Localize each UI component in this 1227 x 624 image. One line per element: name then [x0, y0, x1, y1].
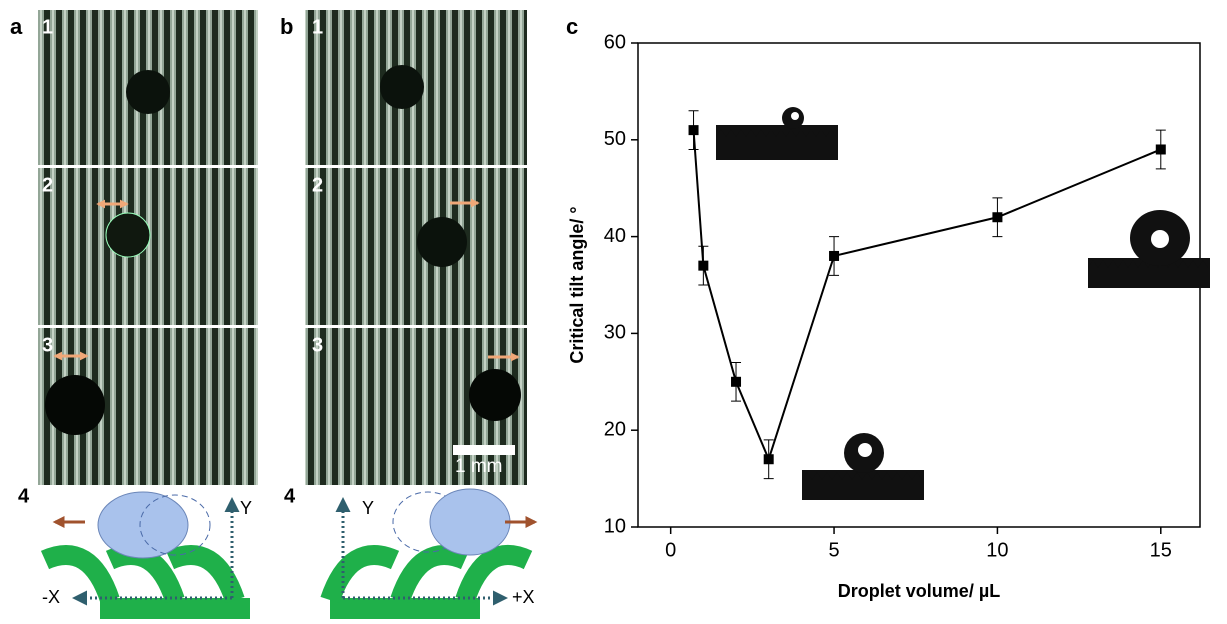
x-tick-label: 5: [828, 539, 839, 561]
data-line: [694, 130, 1161, 459]
data-point: [698, 261, 708, 271]
x-tick-label: 10: [986, 539, 1008, 561]
x-tick-label: 0: [665, 539, 676, 561]
data-point: [1156, 144, 1166, 154]
step-label: 3: [42, 334, 53, 356]
data-point: [829, 251, 839, 261]
axis-label: +X: [512, 587, 535, 607]
panel-label: b: [280, 14, 293, 39]
data-point: [764, 454, 774, 464]
axis-label: Y: [362, 498, 374, 518]
y-tick-label: 30: [604, 322, 626, 344]
diagram-a: [45, 492, 250, 619]
step-label: 1: [42, 16, 53, 38]
y-tick-label: 20: [604, 418, 626, 440]
y-tick-label: 40: [604, 225, 626, 247]
y-tick-label: 50: [604, 128, 626, 150]
data-point: [992, 212, 1002, 222]
axis-label: Y: [240, 498, 252, 518]
axis-label: -X: [42, 587, 60, 607]
step-label: 2: [42, 174, 53, 196]
figure: a 1 2 3 4 Y -X b 1 2 3 4 1 mm Y +X c Dro…: [0, 0, 1227, 619]
panel-b-photos: [305, 10, 527, 485]
inset-images: [716, 107, 1210, 500]
scale-bar-label: 1 mm: [455, 456, 503, 477]
step-label: 3: [312, 334, 323, 356]
y-tick-label: 60: [604, 31, 626, 53]
diagram-b: [330, 489, 535, 619]
data-point: [689, 125, 699, 135]
panel-a-photos: [38, 10, 258, 485]
panel-label: c: [566, 14, 578, 39]
y-tick-label: 10: [604, 515, 626, 537]
x-tick-label: 15: [1150, 539, 1172, 561]
step-label: 1: [312, 16, 323, 38]
y-axis-title: Critical tilt angle/ °: [567, 206, 587, 363]
panel-label: a: [10, 14, 23, 39]
step-label: 4: [18, 485, 30, 507]
data-point: [731, 377, 741, 387]
step-label: 4: [284, 485, 296, 507]
x-axis-title: Droplet volume/ µL: [838, 581, 1000, 601]
step-label: 2: [312, 174, 323, 196]
